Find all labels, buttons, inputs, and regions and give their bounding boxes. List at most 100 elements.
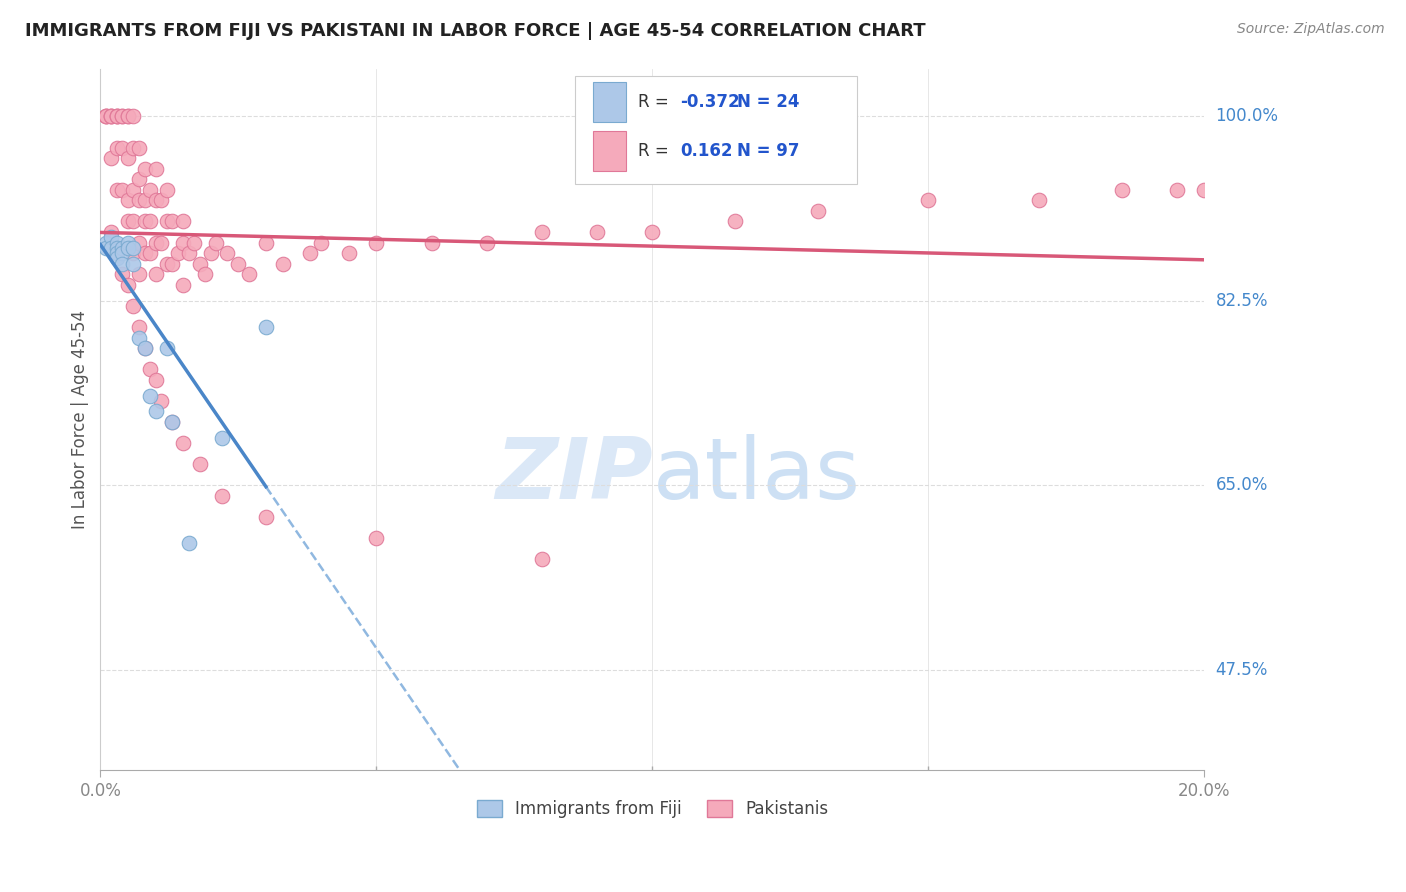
Point — [100, 109, 122, 123]
Text: 47.5%: 47.5% — [1216, 661, 1268, 679]
Point — [139, 214, 162, 228]
Point — [105, 246, 128, 260]
Point — [183, 235, 205, 250]
Point — [205, 235, 228, 250]
Text: -0.372: -0.372 — [681, 94, 740, 112]
Point — [172, 277, 194, 292]
Point — [530, 552, 553, 566]
Point — [194, 267, 217, 281]
Text: 100.0%: 100.0% — [1216, 107, 1278, 125]
Point — [172, 235, 194, 250]
Point — [94, 109, 117, 123]
Point — [134, 161, 156, 176]
Point — [94, 109, 117, 123]
Point — [128, 141, 150, 155]
Point — [134, 246, 156, 260]
Point — [111, 109, 134, 123]
Point — [160, 214, 183, 228]
Point — [117, 109, 139, 123]
Point — [128, 320, 150, 334]
Point — [1166, 183, 1188, 197]
Point — [177, 246, 200, 260]
Point — [111, 141, 134, 155]
Point — [105, 141, 128, 155]
Point — [117, 241, 139, 255]
Point — [122, 214, 145, 228]
Text: atlas: atlas — [652, 434, 860, 516]
Point — [100, 230, 122, 244]
Point — [145, 194, 167, 208]
Point — [105, 235, 128, 250]
Point — [188, 457, 211, 471]
Point — [122, 141, 145, 155]
Point — [117, 277, 139, 292]
Point — [117, 214, 139, 228]
FancyBboxPatch shape — [593, 131, 626, 171]
Point — [128, 235, 150, 250]
Point — [100, 225, 122, 239]
Point — [177, 536, 200, 550]
Point — [122, 246, 145, 260]
Text: N = 24: N = 24 — [737, 94, 800, 112]
Point — [641, 225, 664, 239]
Text: ZIP: ZIP — [495, 434, 652, 516]
Point — [105, 241, 128, 255]
Point — [117, 235, 139, 250]
Point — [160, 415, 183, 429]
Text: 65.0%: 65.0% — [1216, 476, 1268, 494]
Point — [134, 194, 156, 208]
Point — [155, 341, 177, 355]
Point — [145, 235, 167, 250]
Point — [217, 246, 239, 260]
Point — [254, 509, 277, 524]
Point — [299, 246, 322, 260]
Point — [105, 109, 128, 123]
Point — [254, 235, 277, 250]
Point — [917, 194, 939, 208]
Point — [111, 183, 134, 197]
Point — [166, 246, 188, 260]
Point — [139, 362, 162, 376]
Point — [122, 109, 145, 123]
Text: 82.5%: 82.5% — [1216, 292, 1268, 310]
Point — [94, 241, 117, 255]
Point — [366, 235, 388, 250]
Point — [172, 214, 194, 228]
Point — [128, 194, 150, 208]
Point — [145, 404, 167, 418]
Point — [160, 257, 183, 271]
Point — [128, 267, 150, 281]
Text: R =: R = — [638, 143, 679, 161]
Point — [105, 183, 128, 197]
Point — [122, 257, 145, 271]
Text: 0.162: 0.162 — [681, 143, 733, 161]
Point — [150, 235, 173, 250]
Point — [145, 161, 167, 176]
Point — [155, 183, 177, 197]
Point — [145, 267, 167, 281]
Point — [586, 225, 609, 239]
Point — [105, 252, 128, 266]
Point — [111, 109, 134, 123]
Point — [309, 235, 332, 250]
FancyBboxPatch shape — [593, 82, 626, 122]
Point — [111, 267, 134, 281]
Point — [337, 246, 360, 260]
Point — [128, 330, 150, 344]
Point — [366, 531, 388, 545]
Point — [211, 431, 233, 445]
Point — [134, 341, 156, 355]
Y-axis label: In Labor Force | Age 45-54: In Labor Force | Age 45-54 — [72, 310, 89, 529]
Point — [254, 320, 277, 334]
Point — [172, 436, 194, 450]
Point — [94, 109, 117, 123]
Point — [228, 257, 250, 271]
Point — [139, 246, 162, 260]
Legend: Immigrants from Fiji, Pakistanis: Immigrants from Fiji, Pakistanis — [470, 793, 835, 825]
Text: N = 97: N = 97 — [737, 143, 800, 161]
Point — [155, 257, 177, 271]
Point — [111, 241, 134, 255]
Point — [100, 109, 122, 123]
Point — [117, 194, 139, 208]
Point — [150, 393, 173, 408]
